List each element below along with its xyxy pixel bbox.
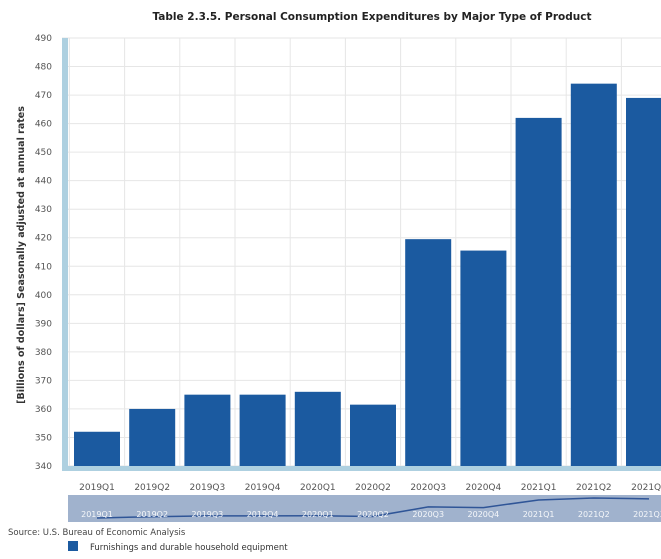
bar	[239, 394, 286, 466]
chart-title: Table 2.3.5. Personal Consumption Expend…	[152, 11, 591, 23]
x-axis-line	[62, 466, 661, 471]
bar	[350, 404, 396, 466]
y-tick-label: 450	[35, 148, 52, 158]
navigator-label: 2021Q2	[578, 510, 610, 519]
y-tick-label: 380	[35, 348, 52, 358]
navigator-label: 2020Q4	[468, 510, 500, 519]
y-tick-label: 460	[35, 120, 52, 130]
y-tick-label: 420	[35, 234, 52, 244]
y-axis: 340 350 360 370 380 390 400 410 420 430 440 450 460 4…	[35, 34, 68, 472]
x-tick-label: 2021Q1	[521, 483, 557, 493]
navigator-label: 2020Q1	[302, 510, 334, 519]
y-tick-label: 430	[35, 205, 52, 215]
x-tick-label: 2019Q3	[190, 483, 226, 493]
y-axis-title: [Billions of dollars] Seasonally adjuste…	[16, 106, 27, 404]
y-tick-label: 350	[35, 433, 52, 443]
navigator-label: 2019Q2	[136, 510, 168, 519]
x-tick-label: 2020Q4	[466, 483, 502, 493]
bar	[74, 431, 120, 466]
y-tick-label: 410	[35, 262, 52, 272]
navigator-label: 2020Q2	[357, 510, 389, 519]
navigator-label: 2021Q1	[523, 510, 555, 519]
legend-label: Furnishings and durable household equipm…	[90, 543, 288, 553]
y-tick-label: 440	[35, 177, 52, 187]
y-tick-label: 480	[35, 63, 52, 73]
y-tick-label: 360	[35, 405, 52, 415]
y-tick-label: 340	[35, 462, 52, 472]
x-tick-label: 2019Q4	[245, 483, 281, 493]
bar	[405, 239, 452, 466]
navigator-label: 2019Q4	[247, 510, 279, 519]
navigator-label: 2020Q3	[412, 510, 444, 519]
bar	[294, 391, 341, 466]
bar	[515, 117, 562, 466]
bar	[184, 394, 231, 466]
y-axis-line	[62, 38, 68, 466]
x-tick-label: 2020Q3	[410, 483, 446, 493]
source-note: Source: U.S. Bureau of Economic Analysis	[8, 528, 186, 538]
bar	[626, 97, 661, 467]
bar	[460, 250, 507, 466]
bar	[129, 408, 176, 466]
bar	[570, 83, 617, 467]
navigator-label: 2019Q1	[81, 510, 113, 519]
x-tick-label: 2019Q1	[79, 483, 115, 493]
y-tick-label: 370	[35, 376, 52, 386]
legend: Furnishings and durable household equipm…	[68, 541, 288, 553]
y-tick-label: 400	[35, 291, 52, 301]
x-tick-label: 2020Q1	[300, 483, 336, 493]
x-axis: 2019Q1 2019Q2 2019Q3 2019Q4 2020Q1 2020Q2 2020…	[62, 466, 661, 493]
x-tick-label: 2019Q2	[134, 483, 170, 493]
legend-swatch	[68, 541, 78, 551]
y-tick-label: 490	[35, 34, 52, 44]
x-tick-label: 2021Q3	[631, 483, 661, 493]
bars-layer	[74, 83, 661, 467]
x-tick-label: 2020Q2	[355, 483, 391, 493]
y-tick-label: 390	[35, 319, 52, 329]
navigator-label: 2019Q3	[192, 510, 224, 519]
x-tick-label: 2021Q2	[576, 483, 612, 493]
navigator-series-line	[96, 497, 650, 519]
grid-layer	[62, 37, 661, 467]
y-tick-label: 470	[35, 91, 52, 101]
range-navigator[interactable]: 2019Q1 2019Q2 2019Q3 2019Q4 2020Q1 2020Q2 2020…	[68, 495, 661, 522]
navigator-label: 2021Q3	[633, 510, 661, 519]
